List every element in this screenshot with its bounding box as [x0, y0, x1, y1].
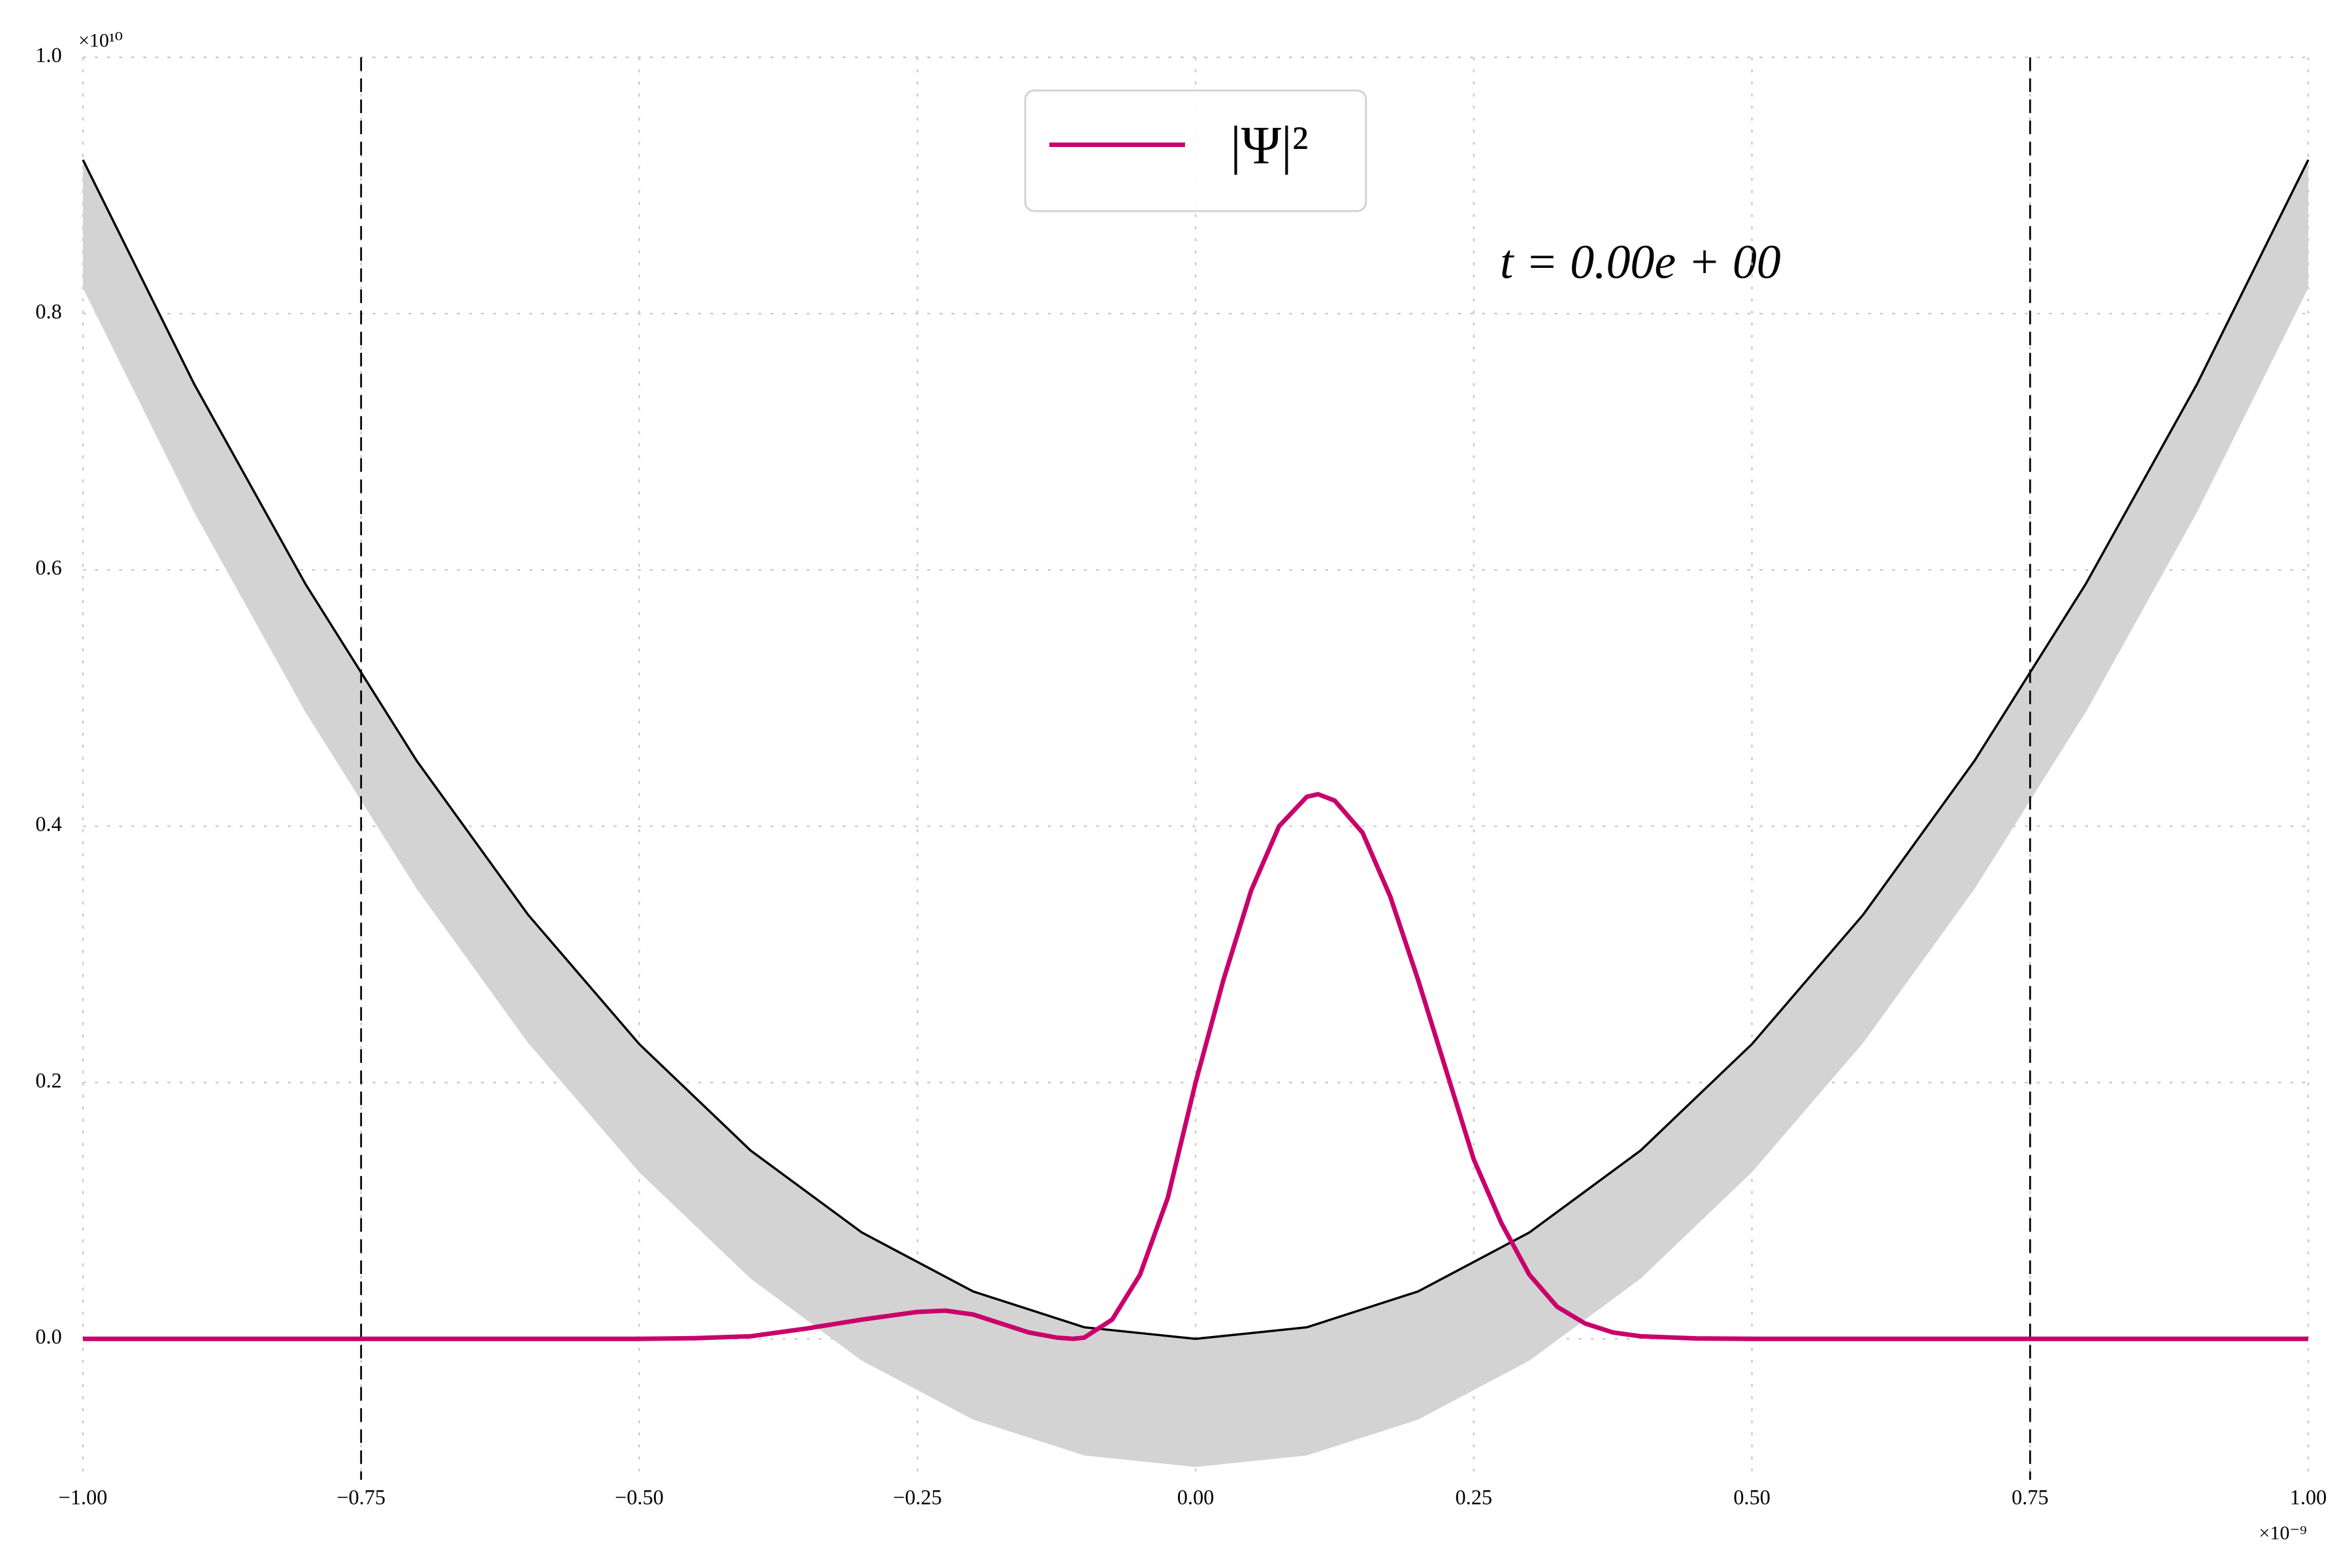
- y-tick-label: 1.0: [35, 43, 61, 67]
- legend: |Ψ|²: [1024, 90, 1367, 212]
- y-tick-label: 0.6: [35, 556, 61, 580]
- x-offset-label: ×10⁻⁹: [2259, 1522, 2307, 1544]
- y-tick-label: 0.4: [35, 812, 61, 836]
- y-offset-label: ×10¹⁰: [78, 30, 123, 52]
- legend-label: |Ψ|²: [1230, 115, 1308, 175]
- annotation: t = 0.00e + 00: [1500, 235, 1781, 288]
- x-tick-label: 0.50: [1733, 1485, 1771, 1509]
- band: [82, 159, 2309, 1467]
- y-tick-label: 0.0: [35, 1325, 61, 1348]
- x-tick-label: 0.75: [2012, 1485, 2049, 1509]
- potential-line: [82, 159, 2310, 1340]
- x-tick-label: −1.00: [59, 1485, 108, 1509]
- x-tick-label: 1.00: [2290, 1485, 2327, 1509]
- x-tick-label: 0.00: [1177, 1485, 1215, 1509]
- y-tick-label: 0.2: [35, 1068, 61, 1092]
- legend-box: [1024, 90, 1367, 212]
- series-line: [82, 792, 2309, 1341]
- x-tick-label: −0.75: [336, 1485, 385, 1509]
- x-tick-label: −0.50: [615, 1485, 664, 1509]
- x-tick-label: −0.25: [893, 1485, 942, 1509]
- x-tick-label: 0.25: [1456, 1485, 1493, 1509]
- y-tick-label: 0.8: [35, 299, 61, 323]
